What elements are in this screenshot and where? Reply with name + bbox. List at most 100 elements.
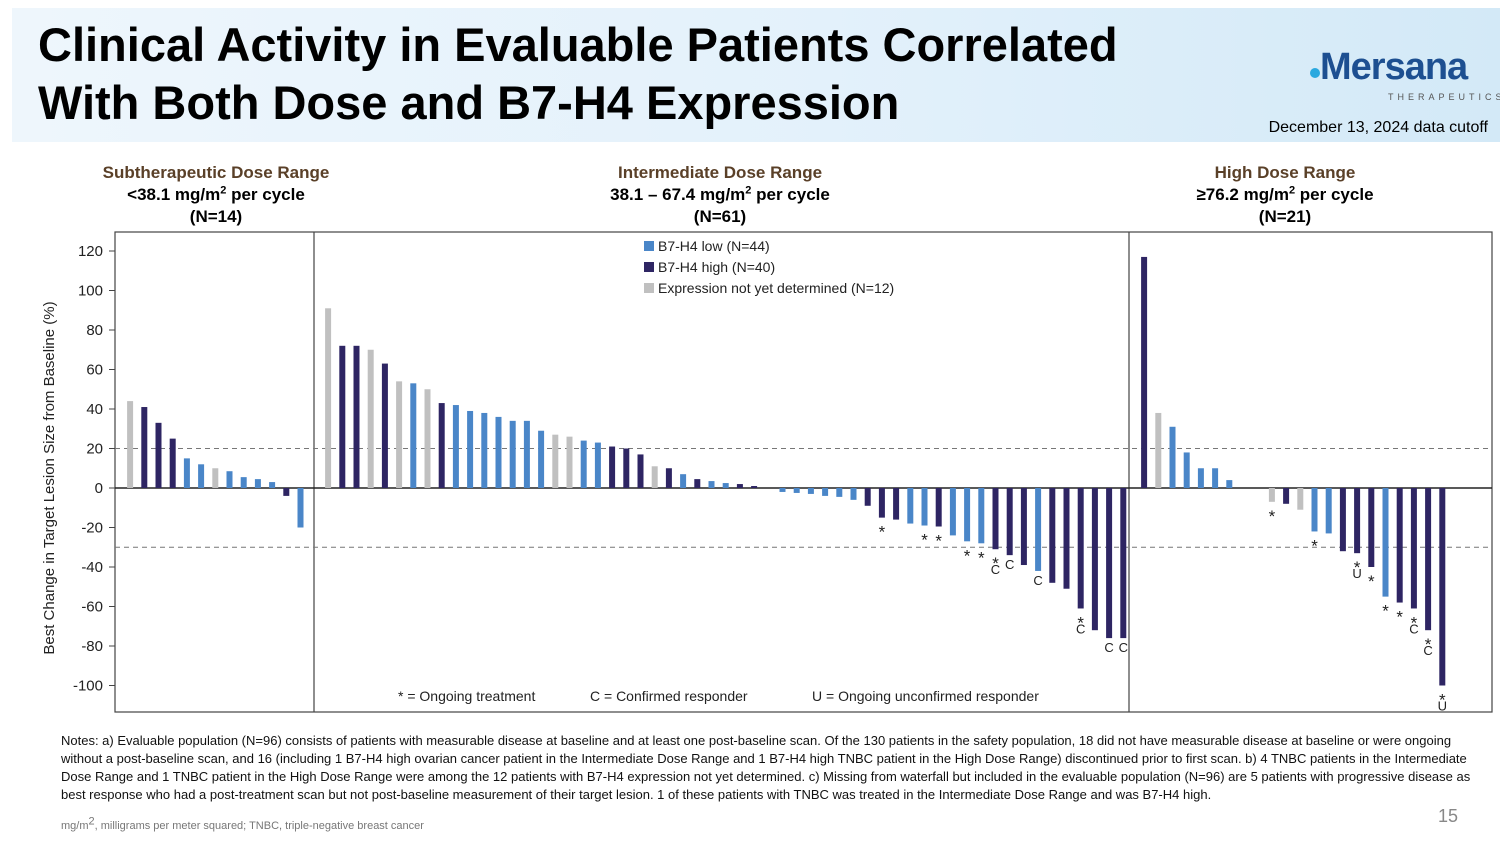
title-line-1: Clinical Activity in Evaluable Patients … xyxy=(38,18,1118,71)
bar xyxy=(438,403,445,488)
bar xyxy=(907,488,914,524)
legend-swatch xyxy=(644,283,654,293)
bar xyxy=(751,486,758,488)
bar xyxy=(424,389,431,488)
bar xyxy=(609,446,616,488)
mersana-logo-icon xyxy=(1310,68,1320,78)
bar xyxy=(1439,488,1446,686)
logo-subtitle: THERAPEUTICS xyxy=(1388,92,1500,102)
range-dose: ≥76.2 mg/m2 per cycle xyxy=(1196,184,1374,204)
bar xyxy=(467,410,474,488)
bar xyxy=(1368,488,1375,567)
bar xyxy=(736,484,743,488)
range-n: (N=61) xyxy=(693,207,747,226)
bar-marker: * xyxy=(978,548,985,567)
footnotes: Notes: a) Evaluable population (N=96) co… xyxy=(61,733,1471,802)
bar xyxy=(949,488,956,536)
bar xyxy=(1382,488,1389,597)
header-band xyxy=(12,8,1500,142)
bar xyxy=(452,405,459,488)
y-tick-label: -80 xyxy=(81,638,103,655)
bar-marker: C xyxy=(1409,621,1418,636)
bar xyxy=(807,488,814,494)
y-tick-label: -100 xyxy=(73,678,103,695)
bar xyxy=(964,488,971,542)
bar xyxy=(339,345,346,488)
bar xyxy=(212,468,219,488)
bar xyxy=(893,488,900,520)
bar xyxy=(1035,488,1042,571)
y-tick-label: 20 xyxy=(86,441,103,458)
bar xyxy=(254,479,261,488)
range-dose: <38.1 mg/m2 per cycle xyxy=(127,184,305,204)
bar xyxy=(1155,412,1162,488)
bar xyxy=(1325,488,1332,534)
legend-label: Expression not yet determined (N=12) xyxy=(658,280,894,296)
legend-label: B7-H4 high (N=40) xyxy=(658,259,775,275)
bar xyxy=(1183,452,1190,488)
bar xyxy=(538,430,545,488)
bar-marker: C xyxy=(1005,557,1014,572)
bar xyxy=(978,488,985,544)
bar xyxy=(665,468,672,488)
y-tick-label: 40 xyxy=(86,401,103,418)
bar xyxy=(1063,488,1070,589)
bar-marker: * xyxy=(992,554,999,573)
bar xyxy=(183,458,190,488)
bar xyxy=(722,483,729,488)
bar xyxy=(566,436,573,488)
plot-frame xyxy=(114,231,1493,713)
bar xyxy=(1311,488,1318,532)
bar xyxy=(240,477,247,488)
bar xyxy=(1106,488,1113,639)
bar xyxy=(594,442,601,488)
bar xyxy=(793,488,800,493)
slide-title: Clinical Activity in Evaluable Patients … xyxy=(38,16,1238,132)
bar-marker: * xyxy=(1411,613,1418,632)
bar xyxy=(1226,480,1233,488)
bar-marker: * xyxy=(921,531,928,550)
bar xyxy=(353,345,360,488)
range-n: (N=21) xyxy=(1258,207,1312,226)
bar xyxy=(410,383,417,488)
marker-key: C = Confirmed responder xyxy=(590,688,748,704)
y-axis-label: Best Change in Target Lesion Size from B… xyxy=(41,301,58,654)
bar-marker: * xyxy=(964,546,971,565)
bar xyxy=(708,481,715,488)
range-name: Intermediate Dose Range xyxy=(617,163,823,182)
bar xyxy=(935,488,942,527)
bar-marker: * xyxy=(1269,507,1276,526)
bar-marker: * xyxy=(1382,602,1389,621)
bar xyxy=(1283,488,1290,504)
range-n: (N=14) xyxy=(189,207,243,226)
mersana-logo: Mersana THERAPEUTICS xyxy=(1306,44,1500,104)
legend-swatch xyxy=(644,262,654,272)
bar xyxy=(1091,488,1098,631)
range-name: Subtherapeutic Dose Range xyxy=(102,163,330,182)
bar xyxy=(1077,488,1084,609)
bar xyxy=(1020,488,1027,566)
bar xyxy=(921,488,928,526)
bar xyxy=(779,488,786,492)
bar xyxy=(1297,488,1304,510)
bar-marker: * xyxy=(1368,572,1375,591)
range-header-high: High Dose Range ≥76.2 mg/m2 per cycle (N… xyxy=(1135,162,1435,228)
page-number: 15 xyxy=(1438,806,1459,826)
marker-key: * = Ongoing treatment xyxy=(398,688,535,704)
bar xyxy=(396,381,403,488)
bar xyxy=(198,464,205,488)
legend-swatch xyxy=(644,241,654,251)
title-line-2: With Both Dose and B7-H4 Expression xyxy=(38,76,900,129)
bar xyxy=(381,363,388,488)
bar xyxy=(169,438,176,488)
bar xyxy=(680,474,687,488)
y-tick-label: -20 xyxy=(81,520,103,537)
range-header-intermediate: Intermediate Dose Range 38.1 – 67.4 mg/m… xyxy=(560,162,880,228)
bar-marker: C xyxy=(1104,640,1113,655)
abbreviations: mg/m2, milligrams per meter squared; TNB… xyxy=(61,815,424,832)
bar-marker: * xyxy=(879,523,886,542)
range-header-subtherapeutic: Subtherapeutic Dose Range <38.1 mg/m2 pe… xyxy=(66,162,366,228)
bar xyxy=(495,416,502,488)
data-cutoff-label: December 13, 2024 data cutoff xyxy=(1268,119,1488,136)
